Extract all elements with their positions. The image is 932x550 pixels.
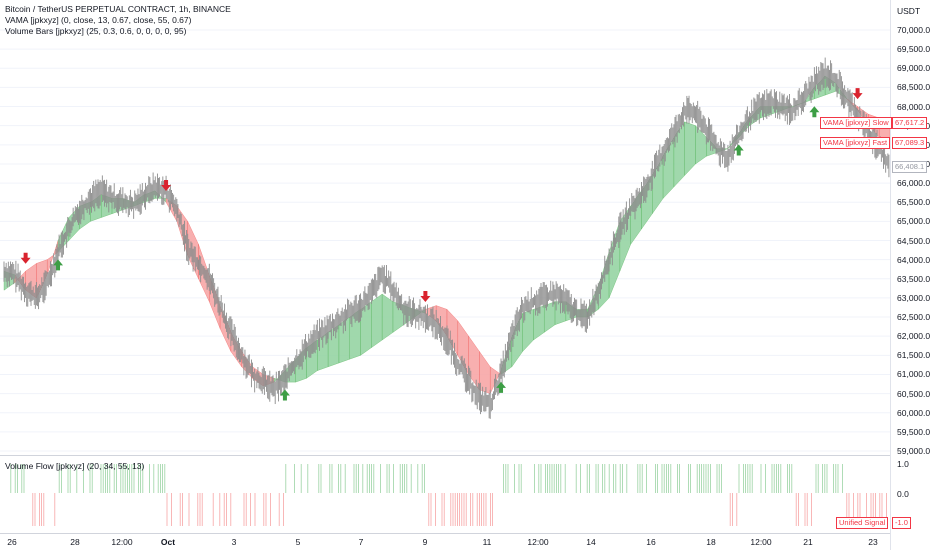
sell-signal-arrow — [420, 290, 431, 302]
price-tick: 59,500.0 — [897, 426, 931, 437]
price-tick: 62,000.0 — [897, 331, 931, 342]
vama-fast-label: VAMA [jpkxyz] Fast — [820, 137, 891, 149]
buy-signal-arrow — [53, 259, 64, 271]
time-tick: 14 — [586, 537, 596, 547]
indicator-tick-1: 1.0 — [897, 459, 909, 469]
buy-signal-arrow — [733, 144, 744, 156]
price-tick: 61,000.0 — [897, 369, 931, 380]
price-tick: 64,500.0 — [897, 235, 931, 246]
price-axis-currency: USDT — [897, 6, 921, 16]
buy-signal-arrow — [496, 381, 507, 393]
price-tick: 63,500.0 — [897, 273, 931, 284]
price-tick: 66,000.0 — [897, 178, 931, 189]
last-price-tag: 66,408.1 — [892, 161, 928, 173]
pane-separator[interactable] — [0, 455, 890, 456]
price-tick: 59,000.0 — [897, 446, 931, 456]
price-tick: 69,500.0 — [897, 44, 931, 55]
price-tick: 60,500.0 — [897, 388, 931, 399]
indicator-tick-0: 0.0 — [897, 489, 909, 499]
price-tick: 70,000.0 — [897, 25, 931, 35]
price-chart[interactable] — [0, 0, 890, 455]
bull-cloud-segment — [371, 293, 383, 348]
bear-cloud-segment — [479, 351, 491, 394]
time-tick: 23 — [868, 537, 878, 547]
vama-slow-label: VAMA [jpkxyz] Slow — [820, 117, 892, 129]
price-tick: 63,000.0 — [897, 292, 931, 303]
time-tick: 26 — [7, 537, 17, 547]
price-tick: 68,500.0 — [897, 82, 931, 93]
time-tick: 5 — [295, 537, 301, 547]
bull-cloud-segment — [382, 293, 394, 341]
time-tick: Oct — [160, 537, 176, 547]
time-tick: 7 — [358, 537, 364, 547]
volume-flow-legend[interactable]: Volume Flow [jpkxyz] (20, 34, 55, 13) — [5, 461, 145, 471]
time-axis-border — [0, 533, 890, 534]
vama-slow-value: 67,617.2 — [892, 117, 928, 129]
time-tick: 12:00 — [750, 537, 772, 547]
unified-signal-label: Unified Signal — [836, 517, 889, 529]
buy-signal-arrow — [809, 106, 820, 118]
time-tick: 3 — [231, 537, 237, 547]
bull-cloud-segment — [608, 221, 621, 298]
volume-bars-legend[interactable]: Volume Bars [jpkxyz] (25, 0.3, 0.6, 0, 0… — [5, 26, 187, 36]
time-tick: 9 — [422, 537, 428, 547]
bull-cloud-segment — [522, 309, 534, 352]
volume-flow-plot — [10, 464, 887, 526]
time-tick: 21 — [803, 537, 813, 547]
bull-cloud-segment — [68, 205, 80, 241]
bear-cloud-segment — [468, 335, 480, 391]
sell-signal-arrow — [161, 180, 172, 192]
price-plot[interactable] — [0, 0, 890, 455]
price-axis[interactable]: USDT 70,000.0 69,500.0 69,000.0 68,500.0 68,… — [890, 0, 932, 550]
time-tick: 28 — [70, 537, 80, 547]
vama-legend[interactable]: VAMA [jpkxyz] (0, close, 13, 0.67, close… — [5, 15, 192, 25]
price-tick: 61,500.0 — [897, 350, 931, 361]
price-tick: 65,000.0 — [897, 216, 931, 227]
bull-cloud-segment — [684, 121, 696, 176]
price-tick: 65,500.0 — [897, 197, 931, 208]
bull-cloud-segment — [544, 301, 556, 333]
vama-fast-value: 67,089.3 — [892, 137, 928, 149]
time-tick: 16 — [646, 537, 656, 547]
volume-flow-pane[interactable] — [0, 456, 890, 534]
price-tick: 68,000.0 — [897, 101, 931, 112]
price-tick: 69,000.0 — [897, 63, 931, 74]
sell-signal-arrow — [20, 252, 31, 264]
price-tick: 64,000.0 — [897, 254, 931, 265]
time-tick: 18 — [706, 537, 716, 547]
buy-signal-arrow — [279, 389, 290, 401]
time-tick: 12:00 — [111, 537, 133, 547]
price-tick: 60,000.0 — [897, 407, 931, 418]
unified-signal-value: -1.0 — [892, 517, 911, 529]
bull-cloud-segment — [598, 251, 610, 310]
time-tick: 11 — [482, 537, 492, 547]
price-tick: 62,500.0 — [897, 312, 931, 323]
bull-cloud-segment — [360, 301, 372, 356]
symbol-title: Bitcoin / TetherUS PERPETUAL CONTRACT, 1… — [5, 4, 231, 14]
sell-signal-arrow — [852, 88, 863, 100]
time-tick: 12:00 — [527, 537, 549, 547]
